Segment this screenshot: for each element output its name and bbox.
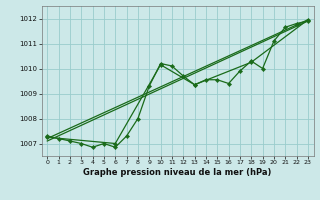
X-axis label: Graphe pression niveau de la mer (hPa): Graphe pression niveau de la mer (hPa) [84,168,272,177]
